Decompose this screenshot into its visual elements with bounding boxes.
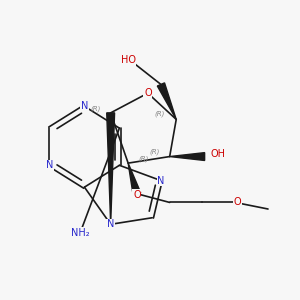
Text: N: N	[46, 160, 53, 170]
Text: NH₂: NH₂	[71, 228, 89, 238]
Text: (R): (R)	[90, 105, 100, 112]
Text: N: N	[107, 219, 114, 229]
Polygon shape	[170, 153, 205, 160]
Text: HO: HO	[121, 56, 136, 65]
Text: (R): (R)	[154, 111, 165, 117]
Text: O: O	[133, 190, 141, 200]
Polygon shape	[157, 83, 176, 119]
Polygon shape	[128, 163, 141, 195]
Text: N: N	[157, 176, 165, 186]
Text: (R): (R)	[149, 148, 160, 154]
Text: O: O	[144, 88, 152, 98]
Text: OH: OH	[210, 149, 225, 159]
Text: (R): (R)	[138, 155, 148, 162]
Polygon shape	[107, 113, 115, 224]
Text: O: O	[234, 196, 241, 207]
Text: N: N	[81, 101, 88, 111]
